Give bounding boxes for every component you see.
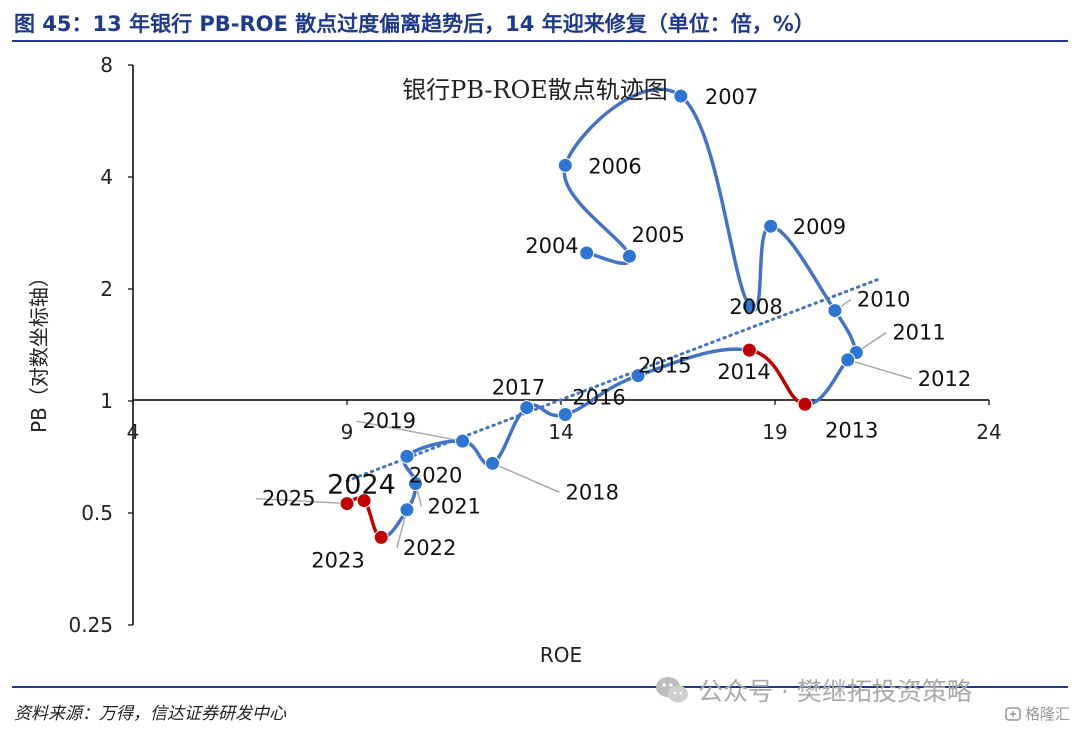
point-marker-2022 [399, 502, 415, 518]
point-label-2025: 2025 [262, 487, 315, 511]
brand-mark: 格隆汇 [1005, 703, 1070, 724]
point-marker-2012 [840, 352, 856, 368]
y-axis-label: PB（对数坐标轴） [27, 267, 51, 433]
point-marker-2006 [557, 157, 573, 173]
y-tick-label: 4 [100, 165, 113, 189]
footer-rule [12, 686, 1068, 688]
x-tick-label: 4 [127, 420, 140, 444]
point-label-2004: 2004 [525, 234, 578, 258]
y-tick-label: 0.5 [81, 501, 113, 525]
point-marker-2017 [519, 400, 535, 416]
y-tick-label: 8 [100, 53, 113, 77]
point-label-2008: 2008 [729, 295, 782, 319]
point-marker-2018 [485, 455, 501, 471]
data-points [339, 88, 864, 545]
trajectory-segment [636, 347, 752, 378]
label-leader-lines [255, 298, 912, 548]
leader-line [847, 359, 912, 380]
x-tick-label: 24 [976, 420, 1001, 444]
point-marker-2013 [797, 396, 813, 412]
point-marker-2019 [455, 433, 471, 449]
brand-logo-icon [1005, 706, 1021, 721]
x-axis-label: ROE [540, 643, 582, 667]
point-label-2024: 2024 [327, 470, 396, 501]
source-note: 资料来源：万得，信达证券研发中心 [14, 704, 286, 724]
point-marker-2021 [407, 476, 423, 492]
leader-line [492, 462, 560, 493]
trajectory-segment [562, 163, 632, 258]
point-marker-2008 [741, 298, 757, 314]
leader-line [356, 420, 463, 442]
point-label-2015: 2015 [638, 354, 691, 378]
point-marker-2004 [579, 245, 595, 261]
point-label-2020: 2020 [409, 463, 462, 487]
watermark-text: 公众号 · 樊继拓投资策略 [698, 677, 972, 706]
point-label-2023: 2023 [311, 548, 364, 572]
point-label-2017: 2017 [492, 376, 545, 400]
leader-line [255, 497, 348, 505]
point-label-2013: 2013 [825, 418, 878, 442]
y-tick-label: 2 [100, 277, 113, 301]
point-marker-2023 [373, 529, 389, 545]
point-label-2016: 2016 [572, 385, 625, 409]
wechat-icon [656, 677, 688, 703]
chart-title: 银行PB-ROE散点轨迹图 [402, 76, 668, 104]
point-label-2018: 2018 [566, 480, 619, 504]
point-label-2007: 2007 [705, 85, 758, 109]
point-label-2005: 2005 [631, 223, 684, 247]
figure-caption: 图 45：13 年银行 PB-ROE 散点过度偏离趋势后，14 年迎来修复（单位… [14, 12, 815, 36]
point-marker-2025 [339, 496, 355, 512]
watermark: 公众号 · 樊继拓投资策略 [654, 672, 972, 708]
point-label-2014: 2014 [717, 360, 770, 384]
trendline-dotted [345, 278, 880, 483]
x-tick-label: 14 [548, 420, 573, 444]
header-rule [12, 40, 1068, 42]
point-marker-2007 [673, 88, 689, 104]
point-labels: 2004 2005 2006 2007 2008 2009 2010 2011 2012 2013… [262, 85, 971, 572]
point-marker-2010 [827, 303, 843, 319]
point-label-2011: 2011 [892, 321, 945, 345]
point-label-2021: 2021 [427, 495, 480, 519]
x-tick-label: 19 [762, 420, 787, 444]
trajectory-segment [679, 94, 752, 308]
point-label-2006: 2006 [588, 154, 641, 178]
brand-text: 格隆汇 [1024, 705, 1070, 723]
trendline [345, 278, 880, 483]
point-label-2019: 2019 [363, 409, 416, 433]
point-label-2022: 2022 [403, 536, 456, 560]
point-marker-2016 [557, 406, 573, 422]
y-tick-label: 1 [100, 389, 113, 413]
y-tick-label: 0.25 [68, 613, 113, 637]
trajectory-segment [490, 405, 529, 466]
point-marker-2020 [399, 448, 415, 464]
point-marker-2005 [621, 248, 637, 264]
trajectory-segment [803, 358, 850, 407]
point-label-2009: 2009 [793, 215, 846, 239]
point-label-2012: 2012 [918, 367, 971, 391]
point-marker-2014 [741, 342, 757, 358]
x-tick-label: 9 [341, 420, 354, 444]
point-marker-2015 [630, 368, 646, 384]
point-marker-2024 [356, 493, 372, 509]
point-marker-2009 [763, 218, 779, 234]
trajectory-segment [563, 87, 683, 168]
point-label-2010: 2010 [857, 288, 910, 312]
